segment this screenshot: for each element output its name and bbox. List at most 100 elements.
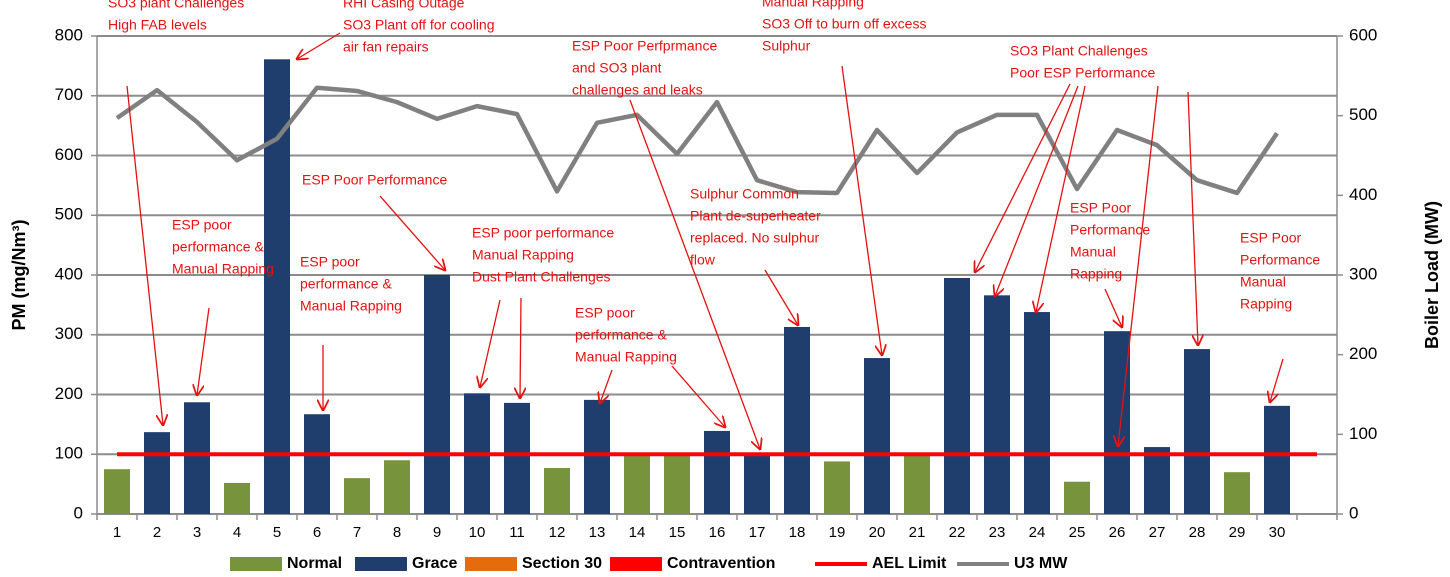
annotation: SO3 Plant Challenges bbox=[1010, 42, 1148, 58]
annotation: ESP Poor Performance bbox=[302, 171, 447, 187]
annotation: Manual Rapping bbox=[172, 260, 274, 276]
y-tick-label: 500 bbox=[55, 205, 83, 224]
annotation: Sulphur bbox=[762, 37, 811, 53]
annotation-arrow bbox=[1104, 288, 1122, 327]
annotation-arrow bbox=[297, 32, 341, 59]
bar bbox=[504, 402, 530, 514]
y-tick-label: 600 bbox=[55, 145, 83, 164]
annotation: ESP Poor Perfprmance bbox=[572, 37, 717, 53]
x-tick-label: 15 bbox=[669, 524, 686, 541]
bar bbox=[304, 414, 330, 514]
x-tick-label: 19 bbox=[829, 524, 846, 541]
annotation-arrow bbox=[480, 299, 501, 387]
annotation: Manual Rapping bbox=[762, 0, 864, 9]
annotation-arrow bbox=[1036, 85, 1086, 312]
x-tick-label: 14 bbox=[629, 524, 646, 541]
annotation: air fan repairs bbox=[343, 38, 429, 54]
annotation: ESP Poor bbox=[1070, 199, 1132, 215]
annotation: Plant de-superheater bbox=[690, 207, 821, 223]
bar bbox=[664, 454, 690, 514]
annotation-arrow bbox=[520, 297, 521, 398]
annotation: ESP poor performance bbox=[472, 224, 614, 240]
legend-swatch bbox=[230, 557, 282, 571]
bar bbox=[1184, 349, 1210, 514]
annotation: Poor ESP Performance bbox=[1010, 64, 1155, 80]
annotation: Performance bbox=[1070, 221, 1150, 237]
bar bbox=[1144, 447, 1170, 514]
y-tick-label: 400 bbox=[55, 264, 83, 283]
annotation: High FAB levels bbox=[108, 16, 207, 32]
bar bbox=[384, 460, 410, 514]
annotation-arrow bbox=[197, 307, 210, 395]
x-tick-label: 8 bbox=[393, 524, 401, 541]
annotation: Manual Rapping bbox=[575, 348, 677, 364]
annotation-arrow bbox=[1118, 85, 1159, 446]
bar bbox=[1104, 331, 1130, 514]
bar bbox=[1224, 472, 1250, 514]
bar bbox=[1264, 405, 1290, 514]
annotation: replaced. No sulphur bbox=[690, 229, 820, 245]
annotation: performance & bbox=[575, 326, 667, 342]
annotation-arrow bbox=[995, 85, 1079, 296]
bar bbox=[1024, 312, 1050, 514]
y-tick-label: 300 bbox=[55, 324, 83, 343]
legend-label: U3 MW bbox=[1014, 555, 1068, 572]
annotation: ESP poor bbox=[172, 216, 232, 232]
y2-tick-label: 0 bbox=[1349, 503, 1358, 522]
annotation-arrow bbox=[629, 99, 760, 449]
x-tick-label: 13 bbox=[589, 524, 606, 541]
legend-swatch bbox=[355, 557, 407, 571]
x-tick-label: 30 bbox=[1269, 524, 1286, 541]
bar bbox=[424, 275, 450, 514]
x-tick-label: 18 bbox=[789, 524, 806, 541]
y2-tick-label: 300 bbox=[1349, 264, 1377, 283]
annotation: SO3 Off to burn off excess bbox=[762, 15, 926, 31]
annotation: ESP poor bbox=[575, 304, 635, 320]
legend-label: AEL Limit bbox=[872, 555, 947, 572]
annotation-arrow bbox=[1187, 91, 1198, 345]
annotation: Manual bbox=[1240, 273, 1286, 289]
annotation: RHI Casing Outage bbox=[343, 0, 465, 10]
x-tick-label: 9 bbox=[433, 524, 441, 541]
x-tick-label: 2 bbox=[153, 524, 161, 541]
annotation: SO3 plant Challenges bbox=[108, 0, 244, 10]
x-tick-label: 7 bbox=[353, 524, 361, 541]
x-tick-label: 10 bbox=[469, 524, 486, 541]
annotation: flow bbox=[690, 251, 716, 267]
annotation-arrow bbox=[1270, 358, 1284, 402]
legend-label: Contravention bbox=[667, 555, 775, 572]
x-tick-label: 24 bbox=[1029, 524, 1046, 541]
y-tick-label: 100 bbox=[55, 444, 83, 463]
bar bbox=[1064, 481, 1090, 514]
y-tick-label: 700 bbox=[55, 85, 83, 104]
y-axis-label: PM (mg/Nm³) bbox=[9, 220, 29, 331]
x-tick-label: 12 bbox=[549, 524, 566, 541]
line bbox=[115, 85, 1279, 196]
y2-tick-label: 600 bbox=[1349, 25, 1377, 44]
annotation-arrow bbox=[764, 269, 798, 325]
annotation: Dust Plant Challenges bbox=[472, 268, 611, 284]
bar bbox=[864, 358, 890, 514]
x-tick-label: 23 bbox=[989, 524, 1006, 541]
x-tick-label: 25 bbox=[1069, 524, 1086, 541]
y2-tick-label: 400 bbox=[1349, 185, 1377, 204]
annotation-arrow bbox=[379, 195, 445, 270]
x-tick-label: 1 bbox=[113, 524, 121, 541]
x-tick-label: 22 bbox=[949, 524, 966, 541]
annotation-arrow bbox=[975, 83, 1071, 272]
annotation: Manual bbox=[1070, 243, 1116, 259]
annotation: SO3 Plant off for cooling bbox=[343, 16, 495, 32]
bar bbox=[824, 461, 850, 514]
bar bbox=[984, 295, 1010, 514]
legend-swatch bbox=[465, 557, 517, 571]
x-tick-label: 6 bbox=[313, 524, 321, 541]
annotation: Performance bbox=[1240, 251, 1320, 267]
bar bbox=[144, 432, 170, 514]
x-tick-label: 16 bbox=[709, 524, 726, 541]
annotation-arrow bbox=[600, 369, 613, 403]
bar bbox=[624, 456, 650, 514]
y2-tick-label: 100 bbox=[1349, 424, 1377, 443]
legend-swatch bbox=[610, 557, 662, 571]
annotation-arrow bbox=[841, 65, 882, 355]
